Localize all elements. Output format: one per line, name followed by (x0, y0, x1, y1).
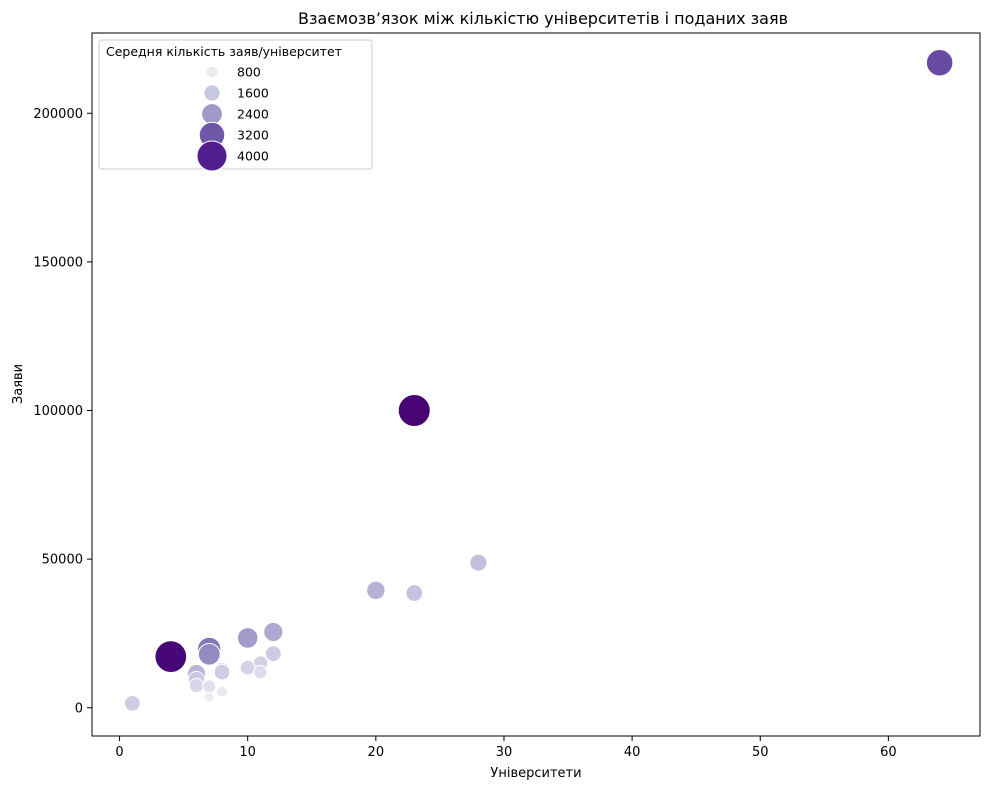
legend-label-1600: 1600 (237, 86, 269, 101)
legend-entries: 800 1600 2400 3200 4000 (196, 65, 269, 172)
y-tick-label: 50000 (42, 553, 83, 568)
legend-box (98, 39, 373, 170)
x-tick-label: 0 (115, 745, 123, 760)
data-point-7 (236, 627, 259, 649)
y-axis: 0 50000 100000 150000 200000 (33, 107, 92, 716)
data-point-4 (366, 580, 386, 601)
x-axis: 0 10 20 30 40 50 60 (115, 736, 897, 760)
data-point-20 (216, 685, 229, 698)
y-tick-label: 0 (75, 701, 83, 716)
data-point-22 (124, 694, 141, 712)
legend-marker-4000 (196, 140, 228, 172)
y-tick-label: 100000 (33, 404, 83, 419)
chart-title: Взаємозв’язок між кількістю університеті… (298, 9, 788, 28)
x-tick-label: 10 (239, 745, 256, 760)
legend-marker-2400 (201, 103, 223, 125)
data-point-18 (188, 677, 205, 694)
legend-marker-800 (205, 65, 219, 79)
data-point-0 (925, 48, 954, 77)
legend-label-800: 800 (237, 65, 261, 80)
data-point-10 (264, 645, 282, 663)
x-axis-label: Університети (490, 766, 581, 781)
legend-label-3200: 3200 (237, 128, 269, 143)
data-point-12 (239, 659, 256, 676)
data-point-1 (397, 394, 431, 428)
y-tick-label: 150000 (33, 255, 83, 270)
data-point-5 (405, 584, 424, 602)
legend-label-2400: 2400 (237, 107, 269, 122)
data-point-14 (213, 663, 231, 681)
x-tick-label: 60 (880, 745, 897, 760)
plot-frame (91, 32, 981, 737)
points-layer (124, 48, 954, 712)
data-point-3 (469, 553, 488, 572)
data-point-2 (154, 640, 188, 673)
x-tick-label: 50 (752, 745, 769, 760)
legend-title: Середня кількість заяв/університет (106, 44, 342, 59)
y-axis-label: Заяви (11, 364, 26, 404)
data-point-15 (253, 664, 268, 680)
data-point-6 (263, 621, 284, 643)
y-tick-label: 200000 (33, 107, 83, 122)
x-tick-label: 20 (368, 745, 385, 760)
data-point-9 (197, 642, 221, 666)
legend-marker-1600 (203, 84, 221, 102)
x-tick-label: 30 (496, 745, 513, 760)
legend-label-4000: 4000 (237, 149, 269, 164)
x-tick-label: 40 (624, 745, 641, 760)
data-point-21 (203, 691, 215, 703)
legend: Середня кількість заяв/університет 800 16… (98, 39, 373, 172)
data-point-19 (202, 679, 217, 694)
